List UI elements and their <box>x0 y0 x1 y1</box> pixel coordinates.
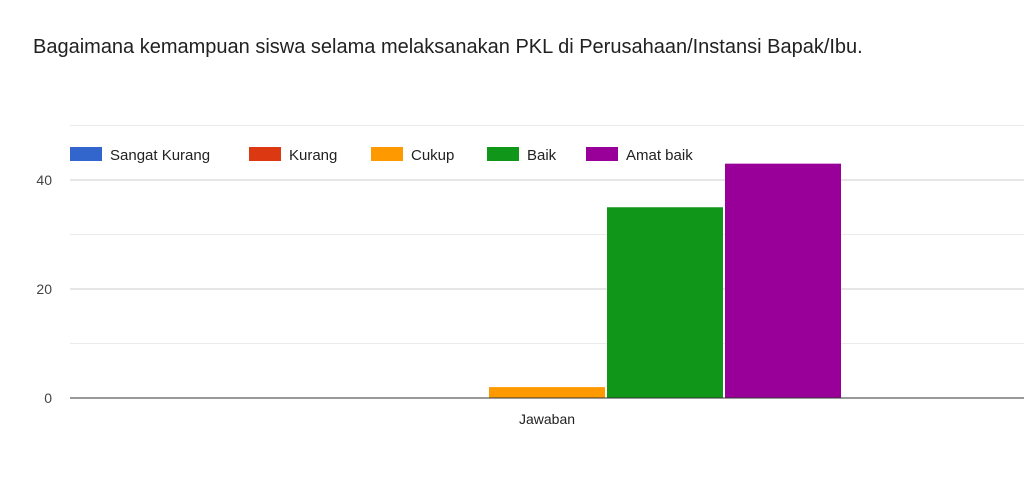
y-tick-label: 20 <box>36 281 52 297</box>
legend-label: Baik <box>527 147 557 164</box>
legend-label: Amat baik <box>626 147 693 164</box>
legend-swatch <box>487 147 519 161</box>
bar-amat-baik <box>725 163 841 398</box>
bar-baik <box>607 207 723 398</box>
legend-swatch <box>70 147 102 161</box>
x-axis-ticks: Jawaban <box>519 411 575 427</box>
y-axis-ticks: 0 20 40 <box>36 172 52 406</box>
y-tick-label: 40 <box>36 172 52 188</box>
legend-swatch <box>249 147 281 161</box>
legend-label: Kurang <box>289 147 337 164</box>
legend-swatch <box>586 147 618 161</box>
legend-swatch <box>371 147 403 161</box>
bar-cukup <box>489 387 605 398</box>
gridlines <box>70 125 1024 344</box>
bars <box>489 163 841 398</box>
chart-title: Bagaimana kemampuan siswa selama melaksa… <box>33 36 863 58</box>
legend-label: Cukup <box>411 147 454 164</box>
y-tick-label: 0 <box>44 390 52 406</box>
x-tick-label: Jawaban <box>519 411 575 427</box>
legend-label: Sangat Kurang <box>110 147 210 164</box>
legend: Sangat Kurang Kurang Cukup Baik Amat baik <box>70 147 693 164</box>
